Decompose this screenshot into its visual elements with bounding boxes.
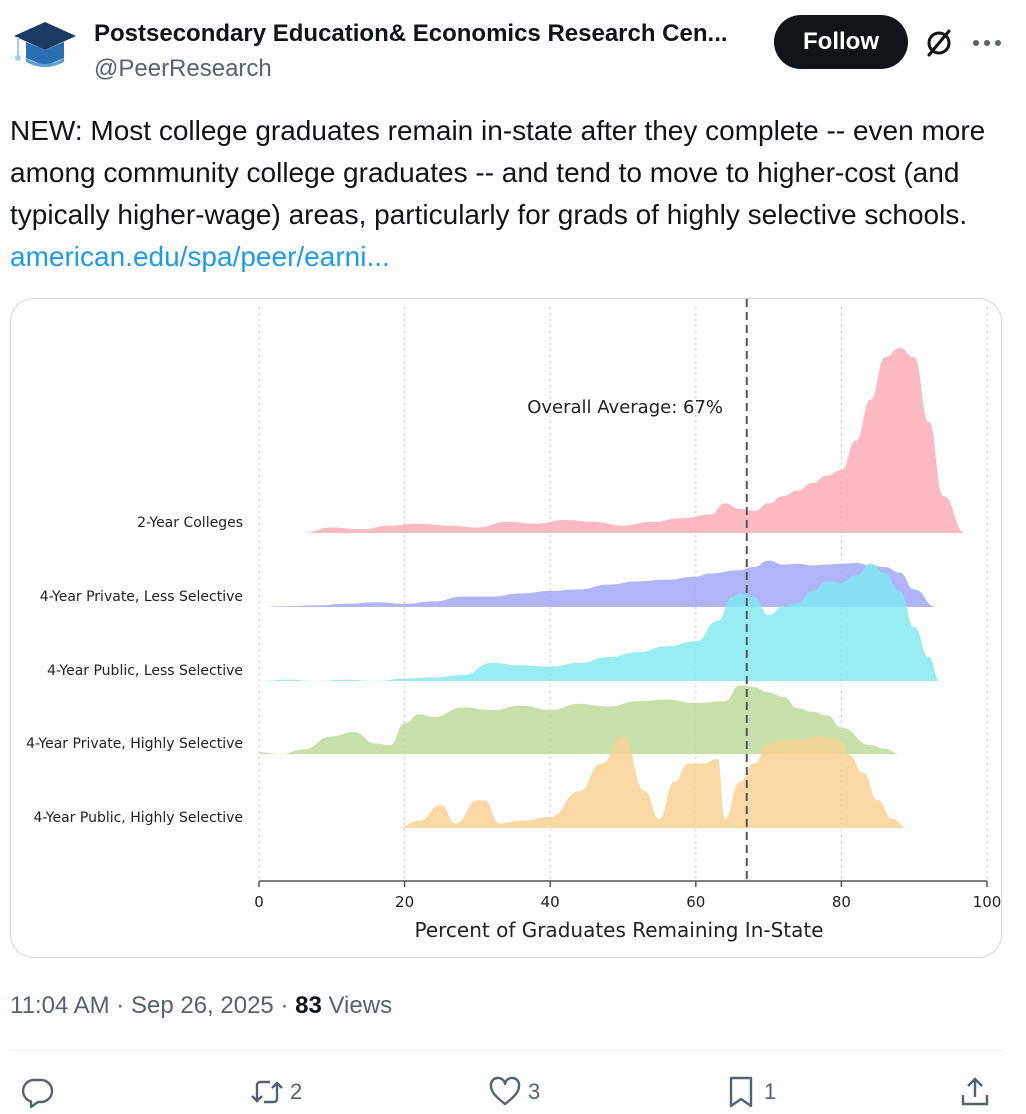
retweet-icon	[251, 1080, 283, 1104]
series-0: 2-Year Colleges	[137, 348, 966, 533]
views-label: Views	[328, 992, 393, 1019]
tweet-date[interactable]: Sep 26, 2025	[130, 992, 274, 1019]
slashed-circle-icon[interactable]	[924, 28, 954, 58]
series-label: 4-Year Public, Less Selective	[47, 663, 243, 679]
chart-axis: 0 20 40 60 80 100	[254, 880, 1001, 911]
meta-separator: ·	[280, 992, 289, 1019]
series-2: 4-Year Public, Less Selective	[47, 563, 940, 681]
share-button[interactable]	[958, 1072, 992, 1112]
series-area	[259, 685, 900, 754]
bookmark-icon	[729, 1076, 753, 1108]
x-tick-label: 40	[541, 893, 560, 911]
series-4: 4-Year Public, Highly Selective	[33, 736, 907, 828]
retweet-count: 2	[290, 1079, 303, 1104]
tweet-time[interactable]: 11:04 AM	[10, 992, 110, 1019]
share-icon	[961, 1077, 989, 1106]
series-label: 2-Year Colleges	[137, 515, 243, 531]
series-area	[259, 563, 940, 681]
follow-button[interactable]: Follow	[774, 15, 908, 69]
more-dots-icon[interactable]	[972, 38, 1002, 48]
x-axis-title: Percent of Graduates Remaining In-State	[414, 918, 823, 942]
chart-ridges: 2-Year Colleges 4-Year Private, Less Sele…	[26, 348, 966, 828]
series-1: 4-Year Private, Less Selective	[40, 560, 937, 607]
series-area	[397, 736, 907, 828]
x-tick-label: 20	[395, 893, 414, 911]
x-tick-label: 100	[973, 893, 1001, 911]
bookmark-button[interactable]: 1	[724, 1072, 776, 1112]
graduation-cap-icon[interactable]	[12, 18, 78, 70]
views-count: 83	[295, 992, 322, 1019]
reply-button[interactable]	[20, 1072, 54, 1112]
tweet-body: NEW: Most college graduates remain in-st…	[10, 115, 986, 230]
tweet-media-card[interactable]: 2-Year Colleges 4-Year Private, Less Sele…	[10, 298, 1002, 958]
series-area	[259, 560, 937, 607]
like-button[interactable]: 3	[488, 1072, 540, 1112]
series-3: 4-Year Private, Highly Selective	[26, 685, 900, 754]
timestamp-row: 11:04 AM · Sep 26, 2025 · 83 Views	[10, 988, 392, 1024]
tweet-text: NEW: Most college graduates remain in-st…	[10, 110, 1010, 278]
meta-separator: ·	[116, 992, 125, 1019]
series-label: 4-Year Public, Highly Selective	[33, 810, 243, 826]
retweet-button[interactable]: 2	[250, 1072, 302, 1112]
like-count: 3	[528, 1079, 541, 1104]
x-tick-label: 0	[254, 893, 264, 911]
series-label: 4-Year Private, Highly Selective	[26, 736, 243, 752]
ridgeline-chart: 2-Year Colleges 4-Year Private, Less Sele…	[26, 299, 1001, 942]
average-annotation: Overall Average: 67%	[527, 397, 723, 418]
series-area	[259, 348, 966, 533]
author-handle[interactable]: @PeerResearch	[94, 55, 272, 82]
series-label: 4-Year Private, Less Selective	[40, 589, 243, 605]
x-tick-label: 80	[832, 893, 851, 911]
tweet-link[interactable]: american.edu/spa/peer/earni...	[10, 241, 390, 272]
divider	[10, 1050, 1002, 1051]
x-tick-label: 60	[686, 893, 705, 911]
bookmark-count: 1	[764, 1079, 777, 1104]
reply-icon	[21, 1078, 54, 1109]
author-name[interactable]: Postsecondary Education& Economics Resea…	[94, 20, 728, 47]
heart-icon	[489, 1076, 521, 1106]
